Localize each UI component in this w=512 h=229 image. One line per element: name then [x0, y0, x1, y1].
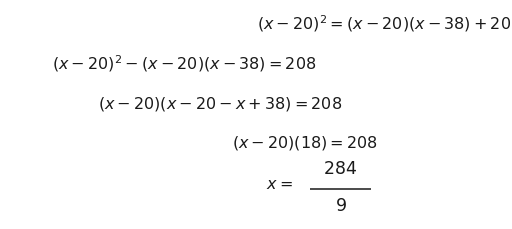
Text: $(x-20)(x-20-x+38) = 208$: $(x-20)(x-20-x+38) = 208$	[98, 95, 342, 113]
Text: $x=$: $x=$	[266, 177, 292, 192]
Text: $(x-20)(18) = 208$: $(x-20)(18) = 208$	[231, 134, 378, 152]
Text: $9$: $9$	[334, 197, 347, 215]
Text: $(x-20)^2 = (x-20)(x-38)+208$: $(x-20)^2 = (x-20)(x-38)+208$	[257, 14, 512, 34]
Text: $284$: $284$	[324, 161, 357, 178]
Text: $(x-20)^2-(x-20)(x-38) = 208$: $(x-20)^2-(x-20)(x-38) = 208$	[52, 54, 316, 74]
